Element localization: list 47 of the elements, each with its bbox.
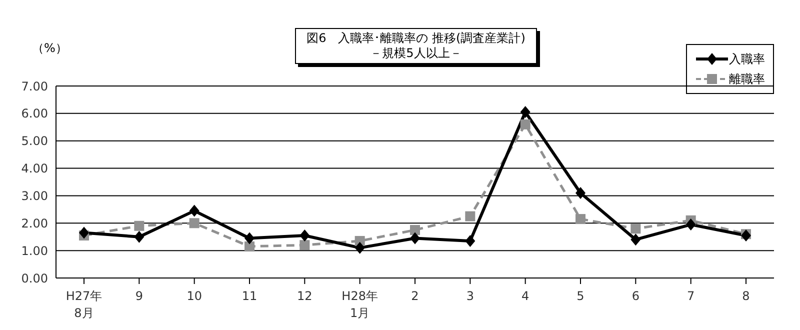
- chart-subtitle: －規模5人以上－: [369, 46, 463, 61]
- x-tick-label: 6: [632, 289, 640, 303]
- x-tick-label: 5: [576, 289, 584, 303]
- point: [244, 241, 254, 252]
- point: [630, 224, 641, 234]
- point: [520, 119, 530, 130]
- legend-label: 入職率: [729, 50, 765, 68]
- x-tick-label: 4: [522, 289, 530, 303]
- y-tick-label: 2.00: [21, 216, 48, 230]
- x-tick-label: 7: [687, 289, 695, 303]
- point: [189, 204, 200, 217]
- y-tick-label: 3.00: [21, 188, 48, 203]
- point: [189, 218, 200, 228]
- x-tick-label: 2: [411, 289, 419, 303]
- point: [630, 234, 641, 246]
- point: [465, 234, 476, 247]
- y-tick-label: 4.00: [21, 162, 48, 176]
- point: [410, 232, 420, 244]
- x-tick-label: 3: [466, 289, 474, 303]
- point: [244, 232, 254, 244]
- point: [79, 226, 89, 239]
- point: [300, 240, 310, 250]
- point: [465, 211, 476, 222]
- chart-title: 図6 入職率･離職率の 推移(調査産業計): [306, 31, 526, 46]
- point: [520, 106, 530, 118]
- x-tick-label: H27年 8月: [66, 289, 102, 320]
- x-tick-label: 11: [242, 289, 258, 303]
- y-tick-label: 6.00: [21, 106, 48, 121]
- point: [686, 218, 696, 231]
- point: [134, 220, 144, 231]
- y-tick-label: 1.00: [21, 244, 48, 258]
- y-tick-label: 5.00: [21, 134, 48, 148]
- x-tick-label: H28年 1月: [342, 289, 378, 320]
- y-tick-label: 7.00: [21, 79, 48, 94]
- point: [134, 230, 144, 243]
- point: [410, 225, 420, 235]
- x-tick-label: 12: [297, 289, 312, 303]
- point: [576, 214, 586, 224]
- x-tick-label: 8: [742, 289, 750, 303]
- x-tick-label: 9: [135, 289, 143, 303]
- point: [354, 242, 365, 254]
- y-tick-label: 0.00: [21, 271, 48, 286]
- point: [300, 229, 310, 242]
- legend-label: 離職率: [729, 70, 765, 88]
- y-axis-title: （%）: [32, 40, 68, 57]
- x-tick-label: 10: [186, 289, 202, 303]
- point: [576, 186, 586, 199]
